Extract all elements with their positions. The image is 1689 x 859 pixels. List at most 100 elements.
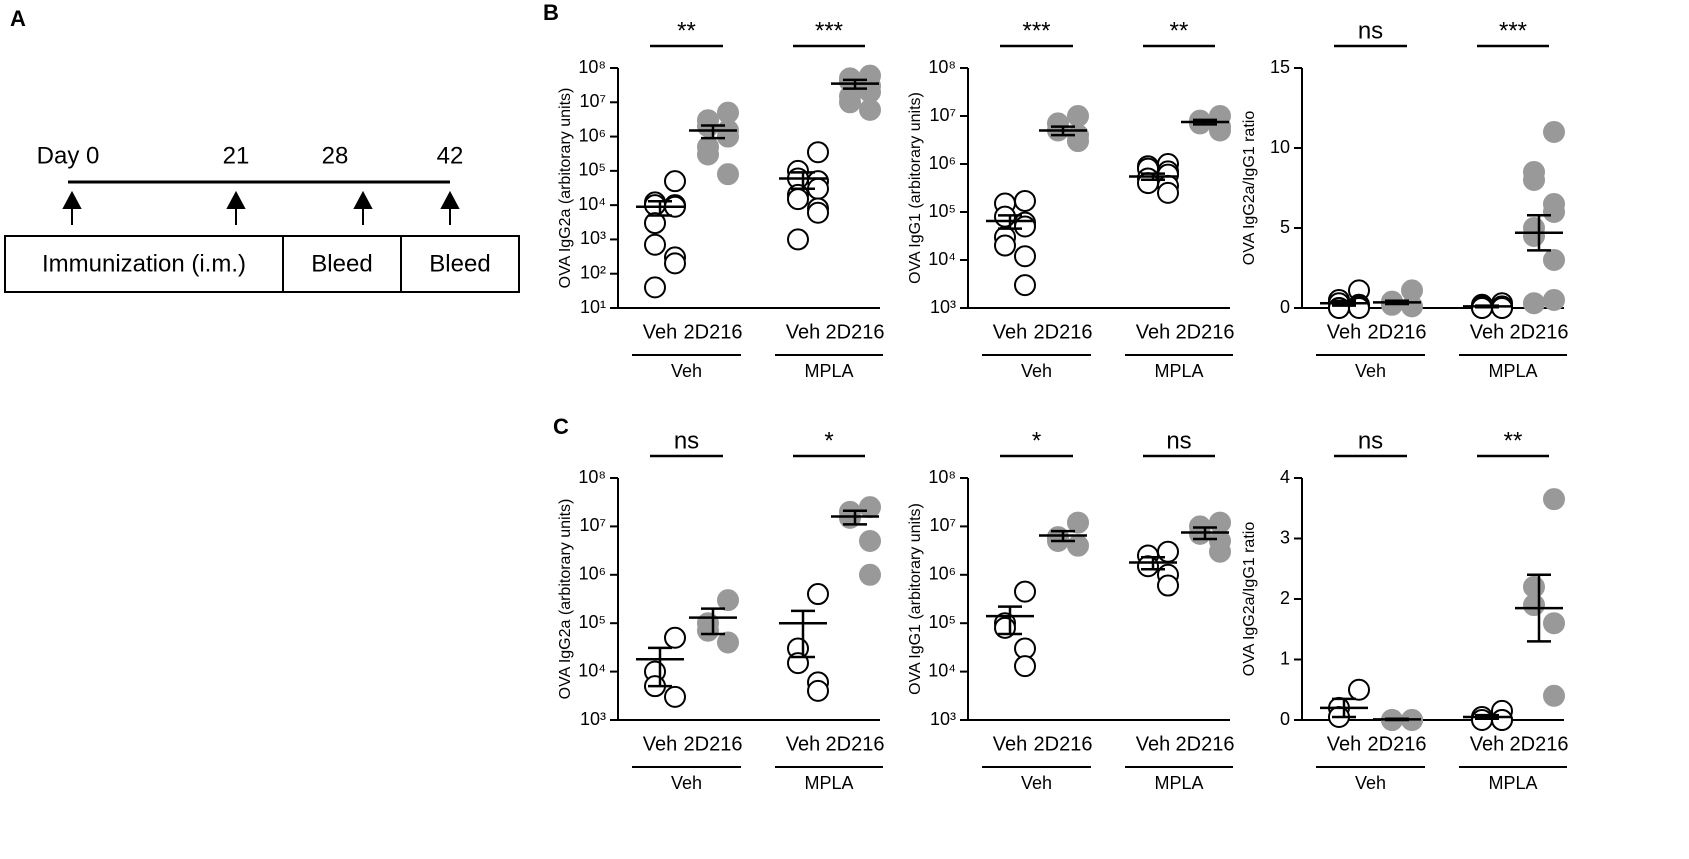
data-point [1523, 169, 1545, 191]
data-point [1523, 292, 1545, 315]
data-point [994, 205, 1016, 228]
panel-a: A B C Day 0 21 28 42 Immunization (i.m.)… [4, 0, 569, 439]
box-label: Bleed [311, 250, 372, 277]
y-tick-label: 0 [1280, 709, 1290, 729]
group-label: MPLA [1488, 773, 1537, 793]
y-tick-label: 10⁸ [578, 467, 606, 487]
data-point [859, 563, 881, 586]
data-point [717, 163, 739, 186]
panel-label: B [543, 0, 559, 25]
significance-label: ns [674, 427, 699, 454]
error-bar [791, 171, 815, 191]
data-point [807, 583, 829, 606]
y-tick-label: 10⁶ [579, 125, 606, 145]
error-bar [648, 646, 672, 688]
data-point [787, 228, 809, 251]
significance-label: *** [815, 17, 843, 44]
y-axis-label: OVA IgG2a/IgG1 ratio [1241, 522, 1258, 677]
error-bar [843, 509, 867, 526]
y-tick-label: 10⁸ [928, 467, 956, 487]
data-point [664, 170, 686, 193]
x-tick-label: 2D216 [1368, 733, 1427, 755]
group-label: Veh [1021, 361, 1052, 381]
data-point [1543, 201, 1565, 223]
box-label: Immunization (i.m.) [42, 250, 246, 277]
data-point [1067, 511, 1089, 534]
y-tick-label: 10⁴ [928, 660, 956, 680]
y-tick-label: 10⁵ [579, 160, 606, 180]
y-tick-label: 4 [1280, 467, 1290, 487]
significance-label: * [824, 427, 833, 454]
data-point [1157, 574, 1179, 597]
error-bar [701, 607, 725, 636]
data-point [717, 589, 739, 612]
data-point [1543, 121, 1565, 143]
y-tick-label: 10⁴ [928, 249, 956, 269]
data-point [1014, 580, 1036, 603]
y-tick-label: 10⁶ [929, 564, 956, 584]
data-point [664, 252, 686, 275]
error-bar [843, 78, 867, 90]
x-tick-label: 2D216 [1034, 733, 1093, 755]
x-tick-label: Veh [1470, 321, 1504, 343]
group-label: MPLA [804, 361, 853, 381]
data-point [1543, 684, 1565, 707]
error-bar [1332, 299, 1356, 307]
error-bar [1332, 697, 1356, 719]
x-tick-label: Veh [1136, 321, 1170, 343]
error-bar [648, 199, 672, 217]
y-tick-label: 0 [1280, 297, 1290, 317]
significance-label: ns [1358, 427, 1383, 454]
day-label: 21 [223, 142, 250, 169]
y-tick-label: 10⁴ [578, 660, 606, 680]
data-point [1523, 225, 1545, 247]
data-point [1014, 274, 1036, 297]
x-tick-label: Veh [993, 733, 1027, 755]
error-bar [1141, 556, 1165, 571]
box-label: Bleed [429, 250, 490, 277]
x-tick-label: 2D216 [684, 733, 743, 755]
y-tick-label: 10³ [580, 709, 606, 729]
error-bar [701, 124, 725, 140]
error-bar [1051, 529, 1075, 543]
y-tick-label: 10⁵ [929, 201, 956, 221]
data-point [717, 631, 739, 654]
y-axis-label: OVA IgG1 (arbitorary units) [907, 503, 924, 695]
y-tick-label: 10² [580, 262, 606, 282]
group-label: Veh [1021, 773, 1052, 793]
y-tick-label: 10⁷ [579, 515, 606, 535]
data-point [1014, 655, 1036, 678]
significance-label: * [1032, 427, 1041, 454]
x-tick-label: 2D216 [826, 321, 885, 343]
data-point [644, 276, 666, 299]
day-label: Day 0 [37, 142, 100, 169]
arrows [62, 190, 460, 225]
x-tick-label: 2D216 [1176, 321, 1235, 343]
y-axis-label: OVA IgG2a (arbitorary units) [557, 499, 574, 700]
chart: 0 5 10 15 OVA IgG2a/IgG1 ratio Veh 2D216 Veh 2D2… [1241, 17, 1568, 380]
data-point [807, 679, 829, 702]
data-point [697, 619, 719, 642]
x-tick-label: Veh [643, 733, 677, 755]
data-point [1543, 488, 1565, 511]
y-tick-label: 2 [1280, 588, 1290, 608]
y-tick-label: 10⁵ [579, 612, 606, 632]
data-point [1157, 181, 1179, 204]
data-point [1348, 678, 1370, 701]
data-point [807, 201, 829, 224]
y-tick-label: 10³ [930, 709, 956, 729]
y-tick-label: 10 [1270, 137, 1290, 157]
error-bar [1475, 304, 1499, 309]
significance-label: ** [1170, 17, 1189, 44]
day-label: 42 [437, 142, 464, 169]
data-point [1401, 295, 1423, 318]
error-bar [1141, 172, 1165, 181]
data-point [664, 626, 686, 649]
error-bar [1385, 717, 1409, 722]
data-point [859, 529, 881, 552]
chart: 0 1 2 3 4 OVA IgG2a/IgG1 ratio Veh 2D216 Veh 2D21… [1241, 427, 1568, 792]
y-tick-label: 10³ [930, 297, 956, 317]
x-tick-label: Veh [1327, 321, 1361, 343]
